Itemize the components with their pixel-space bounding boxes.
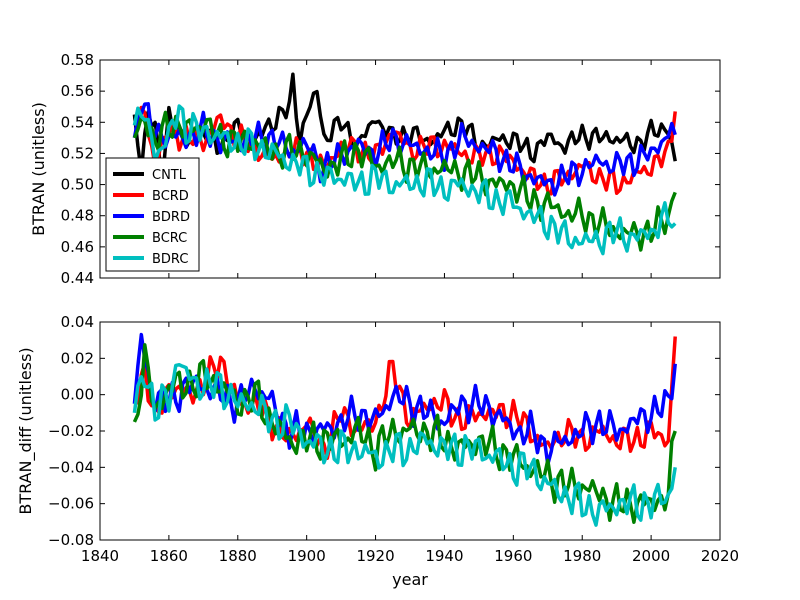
axes-frame xyxy=(99,59,721,279)
x-tick-label: 1880 xyxy=(219,547,257,565)
y-tick-label: −0.04 xyxy=(48,458,94,476)
series-line-bdrd xyxy=(132,102,677,197)
y-tick-label: 0.48 xyxy=(61,207,94,225)
x-tick-label: 1860 xyxy=(150,547,188,565)
y-tick-label: −0.02 xyxy=(48,422,94,440)
legend-label-cntl: CNTL xyxy=(152,168,187,183)
bottom-panel: −0.08 −0.06 −0.04 −0.02 0.00 0.02 0.04 1840 1860… xyxy=(16,313,739,589)
y-tick-label: 0.58 xyxy=(61,51,94,69)
y-tick-label: 0.52 xyxy=(61,144,94,162)
y-tick-label: 0.56 xyxy=(61,82,94,100)
x-tick-label: 1940 xyxy=(425,547,463,565)
x-axis-label: year xyxy=(392,570,428,589)
legend: CNTL BCRD BDRD BCRC BDRC xyxy=(105,157,200,272)
y-tick-label: 0.02 xyxy=(61,349,94,367)
y-tick-label: −0.08 xyxy=(48,531,94,549)
top-panel: 0.44 0.46 0.48 0.50 0.52 0.54 0.56 0.58 BTRAN (u… xyxy=(29,51,721,287)
series-group xyxy=(132,72,677,256)
y-axis-label: BTRAN (unitless) xyxy=(29,102,48,236)
series-line-bdrc xyxy=(132,362,677,527)
y-tick-label: 0.50 xyxy=(61,176,94,194)
legend-label-bdrc: BDRC xyxy=(152,252,188,267)
y-tick-label: 0.54 xyxy=(61,113,94,131)
x-tick-label: 1920 xyxy=(356,547,394,565)
y-axis-label: BTRAN_diff (unitless) xyxy=(16,347,36,514)
series-line-bdrc xyxy=(132,104,677,256)
series-group xyxy=(132,332,677,527)
x-tick-label: 1980 xyxy=(563,547,601,565)
x-tick-label: 1960 xyxy=(494,547,532,565)
y-tick-label: 0.04 xyxy=(61,313,94,331)
x-tick-label: 1900 xyxy=(288,547,326,565)
legend-label-bcrd: BCRD xyxy=(152,189,189,204)
legend-label-bcrc: BCRC xyxy=(152,231,187,246)
y-tick-label: 0.00 xyxy=(61,386,94,404)
x-tick-label: 1840 xyxy=(81,547,119,565)
x-tick-label: 2020 xyxy=(701,547,739,565)
series-line-bcrd xyxy=(133,336,677,461)
y-tick-label: −0.06 xyxy=(48,495,94,513)
y-tick-label: 0.44 xyxy=(61,269,94,287)
x-tick-label: 2000 xyxy=(632,547,670,565)
series-line-bcrc xyxy=(132,343,677,524)
y-tick-label: 0.46 xyxy=(61,238,94,256)
legend-label-bdrd: BDRD xyxy=(152,210,190,225)
